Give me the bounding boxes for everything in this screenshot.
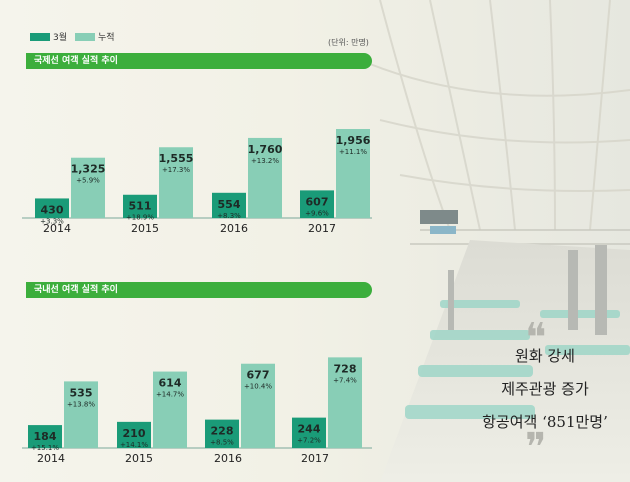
bar-monthly-2017 xyxy=(292,417,326,448)
bar-cumulative-2017 xyxy=(336,129,370,218)
bar-cumulative-2017 xyxy=(328,357,362,448)
year-tick-label: 2015 xyxy=(131,222,159,235)
year-tick-label: 2017 xyxy=(301,452,329,465)
year-tick-label: 2016 xyxy=(220,222,248,235)
growth-label: +9.6% xyxy=(305,209,329,217)
bar-monthly-2016 xyxy=(212,192,246,218)
bar-cumulative-2016 xyxy=(248,137,282,218)
legend: 3월 누적 xyxy=(30,30,115,43)
growth-label: +10.4% xyxy=(244,383,272,391)
open-quote-icon: ❝ xyxy=(525,315,547,361)
legend-label-cumulative: 누적 xyxy=(98,33,115,43)
bar-monthly-2017 xyxy=(300,190,334,218)
international-chart-title: 국제선 여객 실적 추이 xyxy=(34,56,118,66)
year-tick-label: 2014 xyxy=(43,222,71,235)
value-label: 554 xyxy=(218,198,241,211)
year-tick-label: 2016 xyxy=(214,452,242,465)
caption-line-1: 원화 강세 xyxy=(515,347,575,365)
bar-cumulative-2016 xyxy=(241,363,275,448)
growth-label: +8.5% xyxy=(210,439,234,447)
caption-line-3: 항공여객 ‘851만명’ xyxy=(482,413,608,431)
value-label: 1,956 xyxy=(336,134,371,147)
value-label: 511 xyxy=(129,200,152,213)
international-chart-title-band xyxy=(26,53,372,69)
legend-swatch-cumulative xyxy=(75,32,96,41)
bar-cumulative-2014 xyxy=(64,381,98,448)
bar-monthly-2014 xyxy=(28,425,62,448)
growth-label: +13.2% xyxy=(251,157,279,165)
value-label: 244 xyxy=(298,423,321,436)
bar-monthly-2015 xyxy=(117,421,151,448)
value-label: 1,325 xyxy=(71,163,106,176)
bar-cumulative-2014 xyxy=(71,157,105,218)
value-label: 728 xyxy=(334,362,357,375)
caption-line-2: 제주관광 증가 xyxy=(501,380,589,398)
growth-label: +17.3% xyxy=(162,166,190,174)
value-label: 1,555 xyxy=(159,152,194,165)
international-bar-chart: 430+3.3% 1,325+5.9% 2014 511+18.9% 1,555+17.… xyxy=(22,129,372,235)
value-label: 430 xyxy=(41,203,64,216)
growth-label: +3.3% xyxy=(40,217,64,225)
growth-label: +11.1% xyxy=(339,148,367,156)
unit-label: (단위: 만명) xyxy=(328,38,369,47)
growth-label: +7.4% xyxy=(333,376,357,384)
close-quote-icon: ❞ xyxy=(525,425,547,471)
growth-label: +14.1% xyxy=(120,441,148,449)
bar-monthly-2015 xyxy=(123,194,157,218)
domestic-chart-title-band xyxy=(26,282,372,298)
growth-label: +7.2% xyxy=(297,437,321,445)
value-label: 607 xyxy=(306,195,329,208)
legend-label-monthly: 3월 xyxy=(53,33,68,43)
domestic-bar-chart: 184+15.1% 535+13.8% 2014 210+14.1% 614+14.7%… xyxy=(22,357,372,465)
bar-cumulative-2015 xyxy=(153,371,187,448)
value-label: 614 xyxy=(159,377,182,390)
growth-label: +15.1% xyxy=(31,444,59,452)
value-label: 228 xyxy=(211,425,234,438)
growth-label: +8.3% xyxy=(217,212,241,220)
bar-cumulative-2015 xyxy=(159,147,193,218)
value-label: 1,760 xyxy=(248,143,283,156)
year-tick-label: 2015 xyxy=(125,452,153,465)
growth-label: +18.9% xyxy=(126,214,154,222)
value-label: 677 xyxy=(247,369,270,382)
value-label: 184 xyxy=(34,430,57,443)
value-label: 210 xyxy=(123,427,146,440)
bar-monthly-2016 xyxy=(205,419,239,448)
growth-label: +14.7% xyxy=(156,391,184,399)
year-tick-label: 2017 xyxy=(308,222,336,235)
bar-monthly-2014 xyxy=(35,198,69,218)
legend-swatch-monthly xyxy=(30,32,50,41)
value-label: 535 xyxy=(70,386,93,399)
year-tick-label: 2014 xyxy=(37,452,65,465)
growth-label: +5.9% xyxy=(76,177,100,185)
growth-label: +13.8% xyxy=(67,400,95,408)
domestic-chart-title: 국내선 여객 실적 추이 xyxy=(34,285,118,295)
